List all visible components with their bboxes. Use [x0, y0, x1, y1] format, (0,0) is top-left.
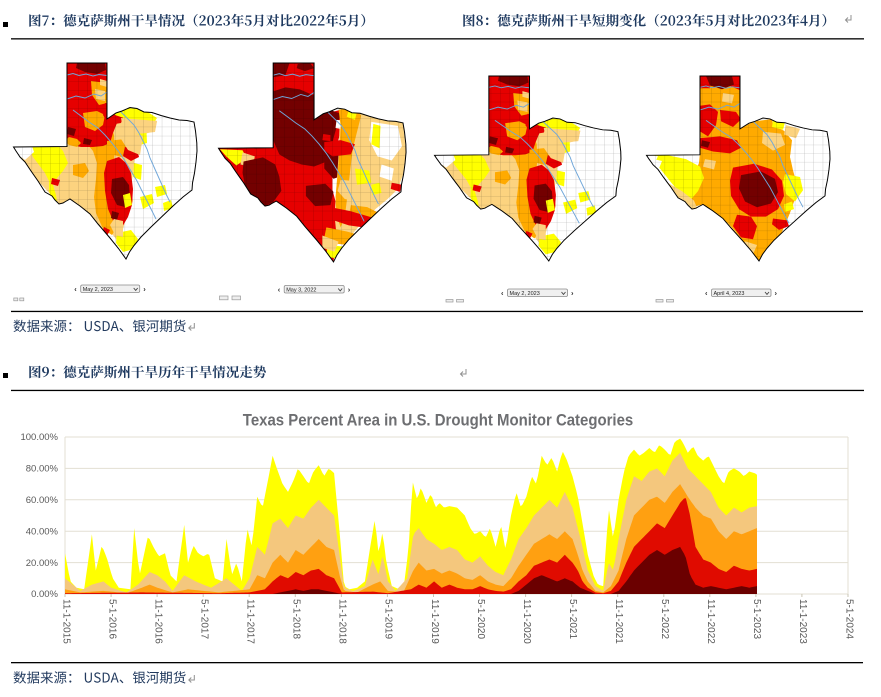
svg-text:May 2, 2023: May 2, 2023 [510, 291, 540, 297]
svg-text:40.00%: 40.00% [26, 526, 59, 537]
svg-text:›: › [775, 288, 778, 297]
svg-text:Texas Percent Area in U.S. Dro: Texas Percent Area in U.S. Drought Monit… [243, 412, 633, 430]
svg-text:80.00%: 80.00% [26, 464, 59, 475]
svg-text:0.00%: 0.00% [31, 589, 58, 600]
svg-text:May 2, 2023: May 2, 2023 [83, 287, 113, 293]
svg-text:11-1-2015: 11-1-2015 [60, 599, 71, 644]
svg-text:‹: ‹ [501, 288, 504, 297]
svg-text:›: › [143, 284, 146, 293]
svg-text:5-1-2021: 5-1-2021 [567, 599, 578, 639]
svg-text:11-1-2020: 11-1-2020 [521, 599, 532, 644]
svg-text:›: › [348, 285, 351, 294]
svg-text:›: › [571, 288, 574, 297]
svg-text:‹: ‹ [705, 288, 708, 297]
svg-text:11-1-2023: 11-1-2023 [797, 599, 808, 644]
svg-text:April 4, 2023: April 4, 2023 [714, 291, 745, 297]
svg-text:11-1-2017: 11-1-2017 [245, 599, 256, 644]
svg-text:5-1-2024: 5-1-2024 [843, 599, 854, 639]
svg-text:5-1-2020: 5-1-2020 [475, 599, 486, 639]
svg-text:5-1-2019: 5-1-2019 [383, 599, 394, 639]
svg-text:20.00%: 20.00% [26, 558, 59, 569]
svg-text:60.00%: 60.00% [26, 495, 59, 506]
svg-text:5-1-2016: 5-1-2016 [106, 599, 117, 639]
svg-text:5-1-2018: 5-1-2018 [291, 599, 302, 639]
svg-text:11-1-2019: 11-1-2019 [429, 599, 440, 644]
svg-text:5-1-2017: 5-1-2017 [199, 599, 210, 639]
svg-text:May 3, 2022: May 3, 2022 [286, 287, 316, 293]
svg-text:5-1-2023: 5-1-2023 [751, 599, 762, 639]
svg-text:11-1-2021: 11-1-2021 [613, 599, 624, 644]
svg-text:‹: ‹ [278, 285, 281, 294]
svg-text:5-1-2022: 5-1-2022 [659, 599, 670, 639]
svg-text:‹: ‹ [74, 284, 77, 293]
svg-text:11-1-2018: 11-1-2018 [337, 599, 348, 644]
svg-text:100.00%: 100.00% [20, 432, 58, 443]
svg-text:11-1-2022: 11-1-2022 [705, 599, 716, 644]
svg-text:11-1-2016: 11-1-2016 [152, 599, 163, 644]
